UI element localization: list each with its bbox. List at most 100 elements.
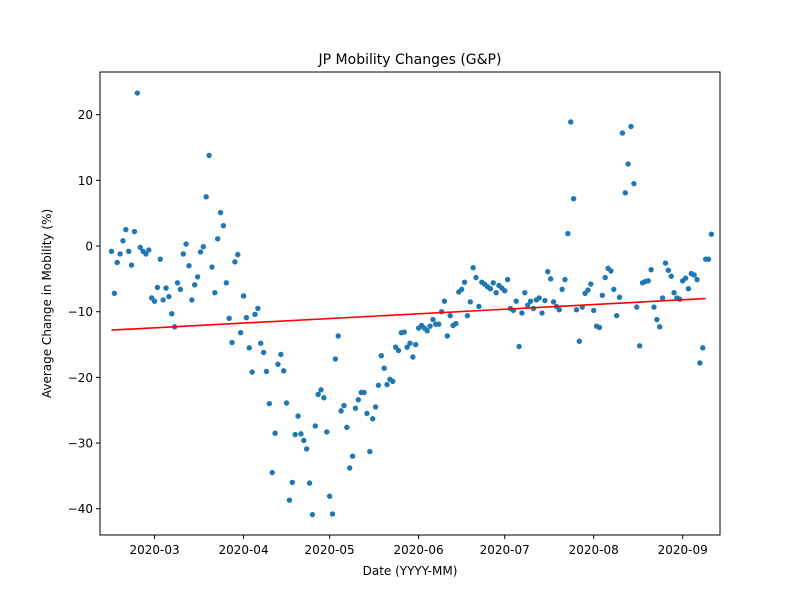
data-point <box>226 315 232 321</box>
y-axis: 20 10 0 −10 −20 −30 −40 <box>68 108 100 516</box>
data-point <box>390 378 396 385</box>
data-point <box>576 338 583 344</box>
data-point <box>657 324 663 330</box>
data-point <box>654 316 660 323</box>
plot-area <box>108 90 715 518</box>
data-point <box>186 263 192 269</box>
data-point <box>326 493 333 499</box>
data-point <box>487 286 494 292</box>
data-point <box>301 437 307 444</box>
data-point <box>464 312 471 319</box>
data-point <box>384 381 390 388</box>
data-point <box>700 345 706 351</box>
data-point <box>163 285 169 291</box>
data-point <box>203 194 209 200</box>
data-point <box>143 251 149 257</box>
data-point <box>694 276 700 283</box>
data-point <box>237 330 244 336</box>
data-point <box>651 304 657 310</box>
data-point <box>220 222 227 229</box>
y-tick-label: −10 <box>68 305 93 319</box>
y-tick-label: 10 <box>78 174 93 188</box>
data-point <box>608 268 614 274</box>
data-point <box>550 299 557 305</box>
data-point <box>467 299 473 305</box>
x-tick-label: 2020-09 <box>658 543 708 557</box>
data-point <box>169 310 175 317</box>
data-point <box>662 260 669 266</box>
data-point <box>648 266 654 273</box>
data-point <box>298 431 304 437</box>
data-point <box>240 293 247 299</box>
data-point <box>275 361 281 367</box>
data-point <box>263 368 270 375</box>
data-point <box>214 236 221 242</box>
data-point <box>536 295 542 301</box>
data-point <box>324 429 330 435</box>
data-point <box>295 413 301 419</box>
data-point <box>444 333 451 339</box>
data-point <box>126 248 132 254</box>
data-point <box>266 400 273 407</box>
data-point <box>154 284 161 291</box>
data-point <box>671 289 677 296</box>
data-point <box>180 251 186 257</box>
data-point <box>278 351 284 358</box>
data-point <box>157 256 163 262</box>
x-tick-label: 2020-03 <box>129 543 179 557</box>
data-point <box>369 416 376 422</box>
data-point <box>556 307 562 313</box>
data-point <box>436 321 442 327</box>
y-tick-label: −20 <box>68 371 93 385</box>
data-point <box>470 265 476 271</box>
data-point <box>547 276 554 282</box>
data-point <box>524 302 531 308</box>
data-point <box>424 328 430 334</box>
data-point <box>427 323 433 329</box>
data-point <box>591 307 597 314</box>
data-point <box>665 267 672 274</box>
y-tick-label: −40 <box>68 502 93 516</box>
data-point <box>166 293 172 300</box>
data-point <box>622 190 628 196</box>
data-point <box>659 295 666 301</box>
data-point <box>321 395 327 401</box>
data-point <box>361 389 367 396</box>
data-point <box>335 333 341 339</box>
data-point <box>120 238 126 244</box>
y-tick-label: −30 <box>68 437 93 451</box>
data-point <box>223 280 229 286</box>
data-point <box>258 340 264 346</box>
x-tick-label: 2020-07 <box>480 543 530 557</box>
data-point <box>367 448 373 455</box>
data-point <box>493 289 499 296</box>
data-point <box>146 247 152 253</box>
data-point <box>596 324 603 331</box>
data-point <box>281 368 287 374</box>
data-point <box>255 305 261 312</box>
data-point <box>292 431 298 438</box>
data-point <box>628 123 634 130</box>
x-tick-label: 2020-04 <box>218 543 268 557</box>
y-tick-label: 0 <box>85 240 93 254</box>
data-point <box>375 382 382 388</box>
x-axis-label: Date (YYYY-MM) <box>363 564 458 578</box>
data-point <box>588 281 594 287</box>
data-point <box>516 343 522 350</box>
data-point <box>252 311 258 318</box>
data-point <box>447 312 453 319</box>
data-point <box>289 479 296 486</box>
data-point <box>197 249 204 255</box>
data-point <box>504 276 511 283</box>
data-point <box>200 243 207 250</box>
data-point <box>137 244 143 251</box>
data-point <box>235 251 241 258</box>
data-point <box>430 316 436 323</box>
data-point <box>306 480 313 486</box>
data-point <box>189 297 195 303</box>
data-point <box>616 294 623 300</box>
data-point <box>183 241 189 247</box>
data-point <box>341 402 347 409</box>
data-point <box>522 289 528 296</box>
